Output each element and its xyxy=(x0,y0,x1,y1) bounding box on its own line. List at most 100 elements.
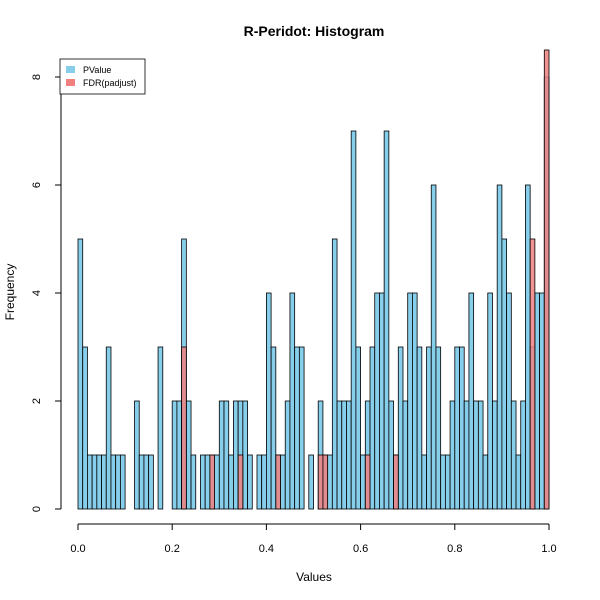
bar-pvalue xyxy=(449,400,456,510)
legend-swatch-fdr xyxy=(66,79,75,86)
y-tick-label: 6 xyxy=(31,182,43,188)
bar-pvalue xyxy=(171,400,178,510)
bar-pvalue xyxy=(284,400,291,510)
bar-pvalue xyxy=(185,400,192,510)
bar-pvalue xyxy=(388,400,394,510)
bar-fdr xyxy=(181,346,187,510)
y-tick-label: 2 xyxy=(31,398,43,404)
bar-fdr xyxy=(275,454,281,510)
bar-pvalue xyxy=(214,454,220,510)
bar-pvalue xyxy=(200,454,206,510)
bar-pvalue xyxy=(87,454,93,510)
bar-pvalue xyxy=(228,454,234,510)
pvalue-bars xyxy=(77,76,550,510)
bar-pvalue xyxy=(496,184,503,510)
bar-pvalue xyxy=(463,400,470,510)
bar-pvalue xyxy=(105,346,112,510)
bar-pvalue xyxy=(110,454,117,510)
bar-fdr xyxy=(364,454,371,510)
bar-pvalue xyxy=(265,292,272,510)
bar-pvalue xyxy=(134,400,140,510)
x-tick-label: 0.4 xyxy=(259,543,274,555)
bar-pvalue xyxy=(534,292,540,510)
bar-pvalue xyxy=(308,454,314,510)
y-axis: 0 2 4 6 8 xyxy=(31,74,62,512)
bar-pvalue xyxy=(459,346,465,510)
bar-pvalue xyxy=(525,184,531,510)
bar-pvalue xyxy=(416,346,423,510)
bar-pvalue xyxy=(402,400,409,510)
bar-pvalue xyxy=(233,400,239,510)
bar-pvalue xyxy=(369,346,376,510)
bar-pvalue xyxy=(336,400,343,510)
legend-label-fdr: FDR(padjust) xyxy=(83,78,137,88)
bar-pvalue xyxy=(515,454,522,510)
bar-pvalue xyxy=(397,346,404,510)
bar-pvalue xyxy=(454,346,460,510)
bar-pvalue xyxy=(440,454,446,510)
bar-pvalue xyxy=(374,292,380,510)
bar-pvalue xyxy=(256,454,263,510)
bar-pvalue xyxy=(101,454,107,510)
bar-pvalue xyxy=(383,130,390,510)
bar-pvalue xyxy=(298,346,305,510)
bar-pvalue xyxy=(539,292,545,510)
x-tick-label: 0.0 xyxy=(70,543,85,555)
bar-pvalue xyxy=(148,454,154,510)
bar-pvalue xyxy=(331,238,338,510)
bar-fdr xyxy=(393,454,399,510)
bar-pvalue xyxy=(327,454,333,510)
legend-box xyxy=(59,58,146,95)
bar-pvalue xyxy=(82,346,88,510)
bar-pvalue xyxy=(473,400,479,510)
y-tick-label: 8 xyxy=(31,74,43,80)
bar-pvalue xyxy=(346,400,352,510)
bar-pvalue xyxy=(379,292,385,510)
bar-pvalue xyxy=(350,130,357,510)
bar-pvalue xyxy=(218,400,225,510)
bar-pvalue xyxy=(341,400,347,510)
bar-pvalue xyxy=(176,400,183,510)
bar-pvalue xyxy=(119,454,126,510)
bar-pvalue xyxy=(204,454,211,510)
bar-fdr xyxy=(317,454,324,510)
bar-fdr xyxy=(322,454,329,510)
bar-fdr xyxy=(209,454,215,510)
bar-pvalue xyxy=(360,454,366,510)
chart-title: R-Peridot: Histogram xyxy=(244,23,385,39)
bar-pvalue xyxy=(247,454,253,510)
bar-pvalue xyxy=(138,454,145,510)
bar-pvalue xyxy=(426,346,432,510)
bar-pvalue xyxy=(444,454,451,510)
bar-pvalue xyxy=(115,454,121,510)
bar-pvalue xyxy=(477,400,484,510)
bar-pvalue xyxy=(157,346,164,510)
bar-pvalue xyxy=(430,184,437,510)
x-tick-label: 0.8 xyxy=(447,543,462,555)
legend: PValue FDR(padjust) xyxy=(59,58,146,95)
bar-pvalue xyxy=(506,292,512,510)
bar-pvalue xyxy=(289,292,296,510)
legend-swatch-pvalue xyxy=(66,66,75,73)
bar-pvalue xyxy=(242,400,248,510)
bar-pvalue xyxy=(223,400,230,510)
bar-pvalue xyxy=(96,454,102,510)
bar-pvalue xyxy=(143,454,150,510)
bar-pvalue xyxy=(412,292,418,510)
y-tick-label: 4 xyxy=(31,290,43,296)
bar-pvalue xyxy=(190,454,197,510)
bar-pvalue xyxy=(407,292,413,510)
bar-pvalue xyxy=(501,238,508,510)
bar-pvalue xyxy=(468,292,475,510)
bar-pvalue xyxy=(520,400,526,510)
bar-pvalue xyxy=(270,346,277,510)
x-tick-label: 0.2 xyxy=(165,543,180,555)
bar-pvalue xyxy=(355,346,362,510)
bar-pvalue xyxy=(421,454,427,510)
bar-pvalue xyxy=(91,454,98,510)
bar-pvalue xyxy=(510,400,517,510)
plot-area xyxy=(77,49,550,510)
x-tick-label: 1.0 xyxy=(541,543,556,555)
x-axis-label: Values xyxy=(296,570,332,584)
